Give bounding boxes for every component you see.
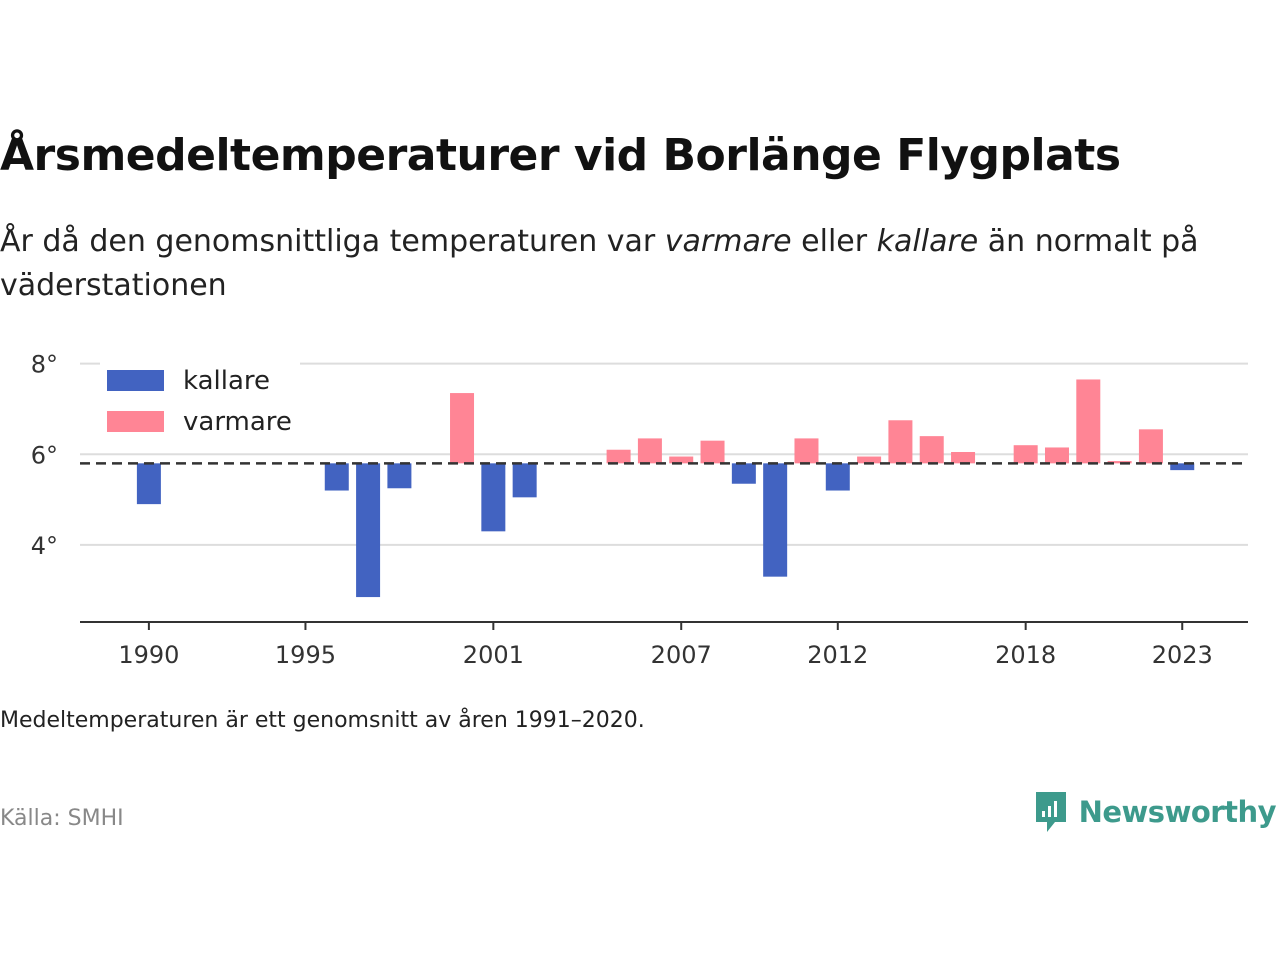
bar-kallare-2002: [512, 463, 537, 498]
bar-kallare-2012: [825, 463, 850, 491]
bar-kallare-2009: [731, 463, 756, 484]
bar-varmare-2011: [794, 438, 819, 464]
subtitle-text-1: År då den genomsnittliga temperaturen va…: [0, 224, 665, 259]
bars: [136, 379, 1195, 598]
brand-name: Newsworthy: [1078, 795, 1277, 829]
bar-kallare-1990: [136, 463, 161, 505]
legend-label-varmare: varmare: [183, 407, 292, 437]
y-tick-label: 8°: [31, 351, 58, 379]
bar-varmare-2014: [888, 420, 913, 464]
bar-varmare-2020: [1076, 379, 1101, 464]
source-label: Källa: SMHI: [0, 806, 124, 831]
y-tick-label: 6°: [31, 441, 58, 469]
chart-subtitle: År då den genomsnittliga temperaturen va…: [0, 220, 1270, 308]
bar-varmare-2013: [857, 456, 882, 464]
bar-kallare-2001: [481, 463, 506, 532]
bar-kallare-1997: [356, 463, 381, 598]
temperature-bar-chart: 4° 6° 8° 1990 1995 2001 2007 2012 2018 2023 kalla…: [31, 351, 1248, 669]
bar-varmare-2015: [919, 436, 944, 464]
bar-varmare-2006: [637, 438, 662, 464]
bar-kallare-2023: [1170, 463, 1195, 471]
subtitle-text-3: än normalt på väderstationen: [0, 224, 1199, 303]
bar-varmare-2007: [669, 456, 694, 464]
bar-kallare-1996: [324, 463, 349, 491]
x-tick-label: 2023: [1152, 641, 1213, 669]
bar-varmare-2016: [951, 452, 976, 464]
bar-varmare-2000: [450, 393, 475, 464]
bar-kallare-1998: [387, 463, 412, 489]
subtitle-text-2: eller: [791, 224, 877, 259]
legend-swatch-kallare: [107, 370, 164, 391]
x-tick-label: 2007: [651, 641, 712, 669]
legend-swatch-varmare: [107, 411, 164, 432]
footnote: Medeltemperaturen är ett genomsnitt av å…: [0, 708, 645, 733]
subtitle-emphasis-kallare: kallare: [876, 224, 979, 259]
newsworthy-logo: Newsworthy: [1033, 790, 1277, 834]
x-tick-label: 1990: [118, 641, 179, 669]
bar-varmare-2019: [1044, 447, 1069, 464]
y-tick-label: 4°: [31, 532, 58, 560]
chart-title: Årsmedeltemperaturer vid Borlänge Flygpl…: [0, 130, 1121, 181]
subtitle-emphasis-varmare: varmare: [664, 224, 792, 259]
bar-kallare-2010: [763, 463, 788, 577]
x-tick-label: 2018: [995, 641, 1056, 669]
legend: kallare varmare: [100, 362, 300, 448]
bar-varmare-2021: [1107, 461, 1132, 464]
x-tick-label: 1995: [275, 641, 336, 669]
bar-varmare-2018: [1013, 445, 1038, 464]
x-tick-label: 2012: [807, 641, 868, 669]
bar-varmare-2005: [606, 449, 631, 464]
axes: 4° 6° 8° 1990 1995 2001 2007 2012 2018 2023: [31, 351, 1248, 669]
x-tick-label: 2001: [463, 641, 524, 669]
legend-label-kallare: kallare: [183, 366, 270, 396]
bar-varmare-2022: [1138, 429, 1163, 464]
bar-varmare-2008: [700, 440, 725, 464]
newsworthy-icon: [1035, 792, 1066, 832]
